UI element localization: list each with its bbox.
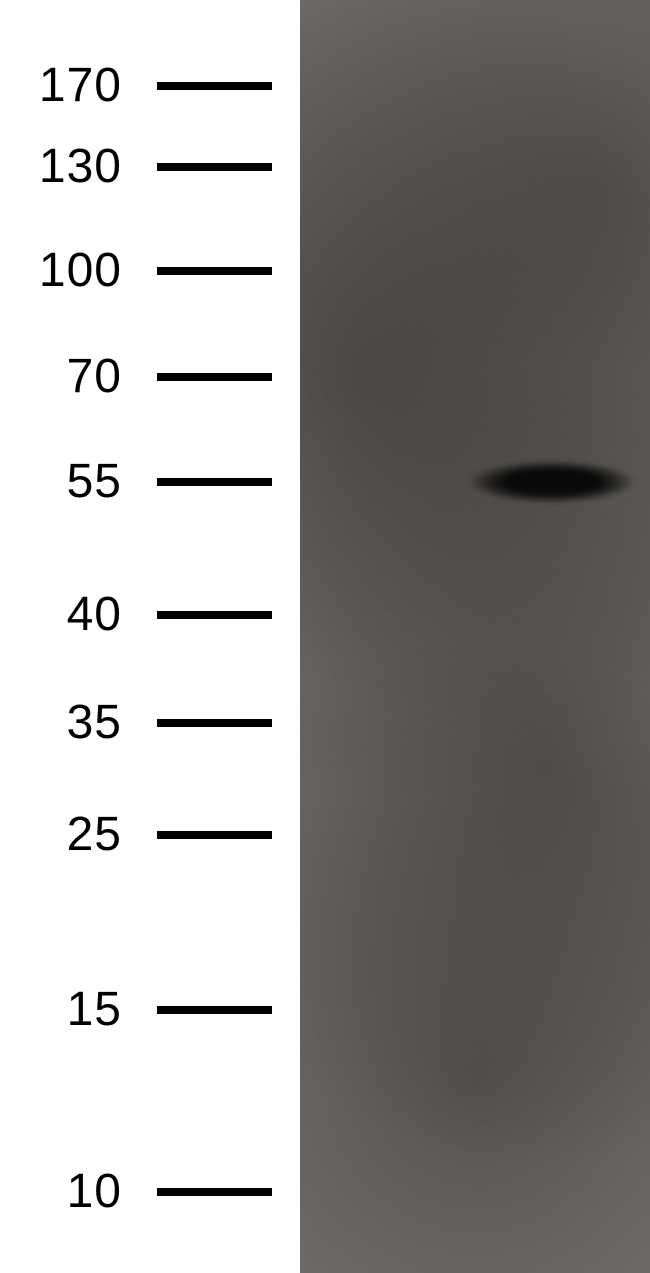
- marker-row-40: 40: [0, 585, 272, 645]
- marker-label-40: 40: [0, 591, 122, 639]
- band-lane-2-0: [468, 458, 636, 506]
- marker-tick-100: [157, 267, 272, 275]
- western-blot-membrane: [300, 0, 650, 1273]
- marker-tick-170: [157, 82, 272, 90]
- marker-row-35: 35: [0, 693, 272, 753]
- marker-label-70: 70: [0, 353, 122, 401]
- marker-label-10: 10: [0, 1168, 122, 1216]
- marker-label-15: 15: [0, 986, 122, 1034]
- marker-label-55: 55: [0, 458, 122, 506]
- marker-row-130: 130: [0, 137, 272, 197]
- marker-label-130: 130: [0, 143, 122, 191]
- marker-row-10: 10: [0, 1162, 272, 1222]
- marker-label-100: 100: [0, 247, 122, 295]
- marker-row-25: 25: [0, 805, 272, 865]
- marker-tick-10: [157, 1188, 272, 1196]
- marker-row-100: 100: [0, 241, 272, 301]
- marker-row-15: 15: [0, 980, 272, 1040]
- marker-label-35: 35: [0, 699, 122, 747]
- lane-2: [470, 0, 645, 1273]
- lane-1: [300, 0, 470, 1273]
- marker-label-170: 170: [0, 62, 122, 110]
- marker-label-25: 25: [0, 811, 122, 859]
- marker-tick-40: [157, 611, 272, 619]
- marker-tick-25: [157, 831, 272, 839]
- molecular-weight-ladder: 170 130 100 70 55 40 35 25 15 10: [0, 0, 300, 1273]
- marker-tick-35: [157, 719, 272, 727]
- marker-tick-70: [157, 373, 272, 381]
- marker-tick-130: [157, 163, 272, 171]
- marker-tick-15: [157, 1006, 272, 1014]
- marker-row-170: 170: [0, 56, 272, 116]
- marker-row-55: 55: [0, 452, 272, 512]
- marker-tick-55: [157, 478, 272, 486]
- marker-row-70: 70: [0, 347, 272, 407]
